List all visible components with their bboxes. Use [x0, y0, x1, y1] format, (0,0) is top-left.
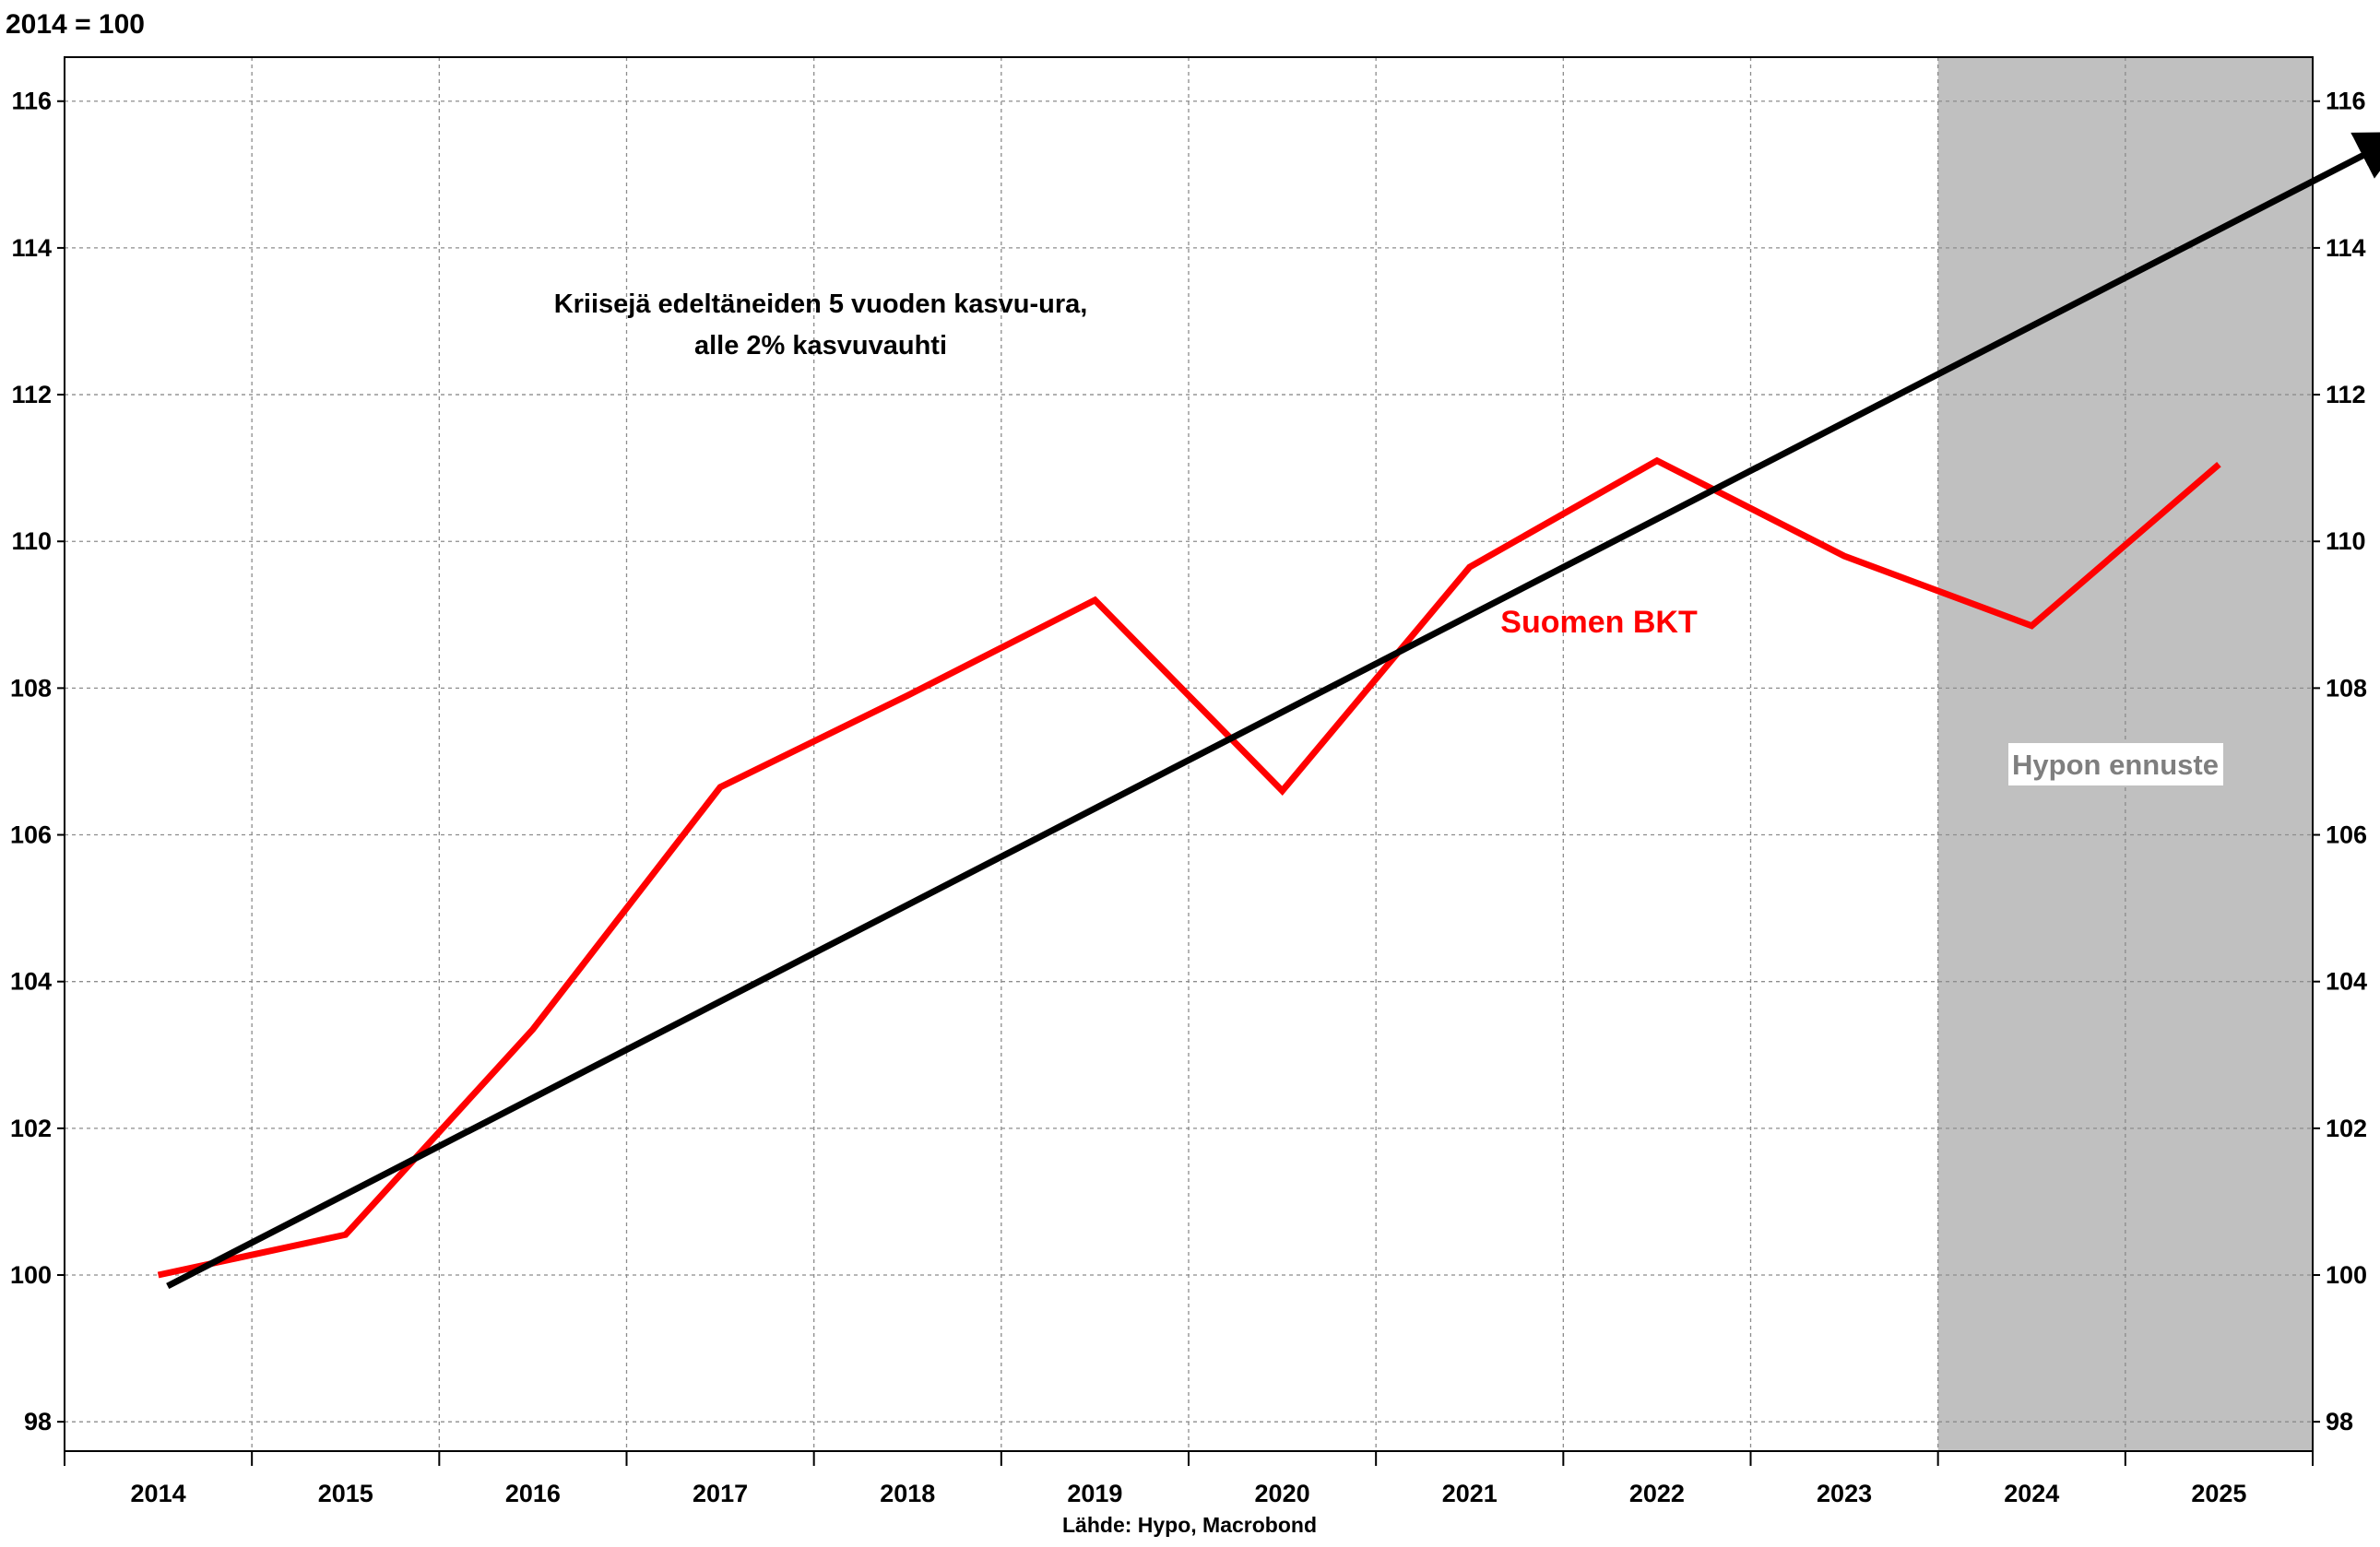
- y-tick-label-right: 114: [2326, 234, 2366, 262]
- y-tick-label-left: 104: [10, 968, 52, 996]
- x-tick-label: 2022: [1629, 1480, 1685, 1507]
- x-tick-label: 2023: [1817, 1480, 1872, 1507]
- x-tick-label: 2024: [2004, 1480, 2059, 1507]
- y-tick-label-left: 98: [24, 1408, 52, 1435]
- y-tick-label-left: 102: [10, 1115, 52, 1142]
- y-tick-label-right: 102: [2326, 1115, 2367, 1142]
- unit-label: 2014 = 100: [6, 9, 145, 40]
- y-tick-label-left: 100: [10, 1261, 52, 1289]
- y-tick-label-right: 104: [2326, 968, 2367, 996]
- trend-annotation-line-2: alle 2% kasvuvauhti: [694, 331, 947, 360]
- x-tick-label: 2021: [1442, 1480, 1498, 1507]
- series-label-suomen-bkt: Suomen BKT: [1500, 605, 1698, 640]
- trend-annotation-line-1: Kriisejä edeltäneiden 5 vuoden kasvu-ura…: [554, 289, 1088, 319]
- y-tick-label-right: 98: [2326, 1408, 2353, 1435]
- y-tick-label-right: 110: [2326, 527, 2366, 555]
- y-axis-left: 98 100 102 104 106 108 110 112 114 116: [10, 88, 65, 1435]
- y-tick-label-left: 112: [11, 381, 52, 408]
- y-tick-label-left: 116: [11, 88, 52, 115]
- trend-arrow: [166, 132, 2380, 1290]
- x-tick-label: 2017: [693, 1480, 748, 1507]
- source-note: Lähde: Hypo, Macrobond: [1062, 1513, 1317, 1537]
- x-tick-label: 2014: [131, 1480, 186, 1507]
- x-tick-label: 2020: [1255, 1480, 1310, 1507]
- x-axis: 2014 2015 2016 2017 2018 2019 2020 2021 2022 2023…: [64, 1451, 2314, 1507]
- y-tick-label-right: 100: [2326, 1261, 2367, 1289]
- y-tick-label-right: 116: [2326, 88, 2366, 115]
- y-tick-label-right: 106: [2326, 821, 2367, 849]
- series-layer: [157, 132, 2380, 1290]
- y-tick-label-left: 108: [10, 674, 52, 702]
- x-tick-label: 2018: [880, 1480, 935, 1507]
- y-tick-label-right: 108: [2326, 674, 2367, 702]
- y-axis-right: 98 100 102 104 106 108 110 112 114 116: [2313, 88, 2367, 1435]
- y-tick-label-left: 110: [11, 527, 52, 555]
- y-tick-label-left: 106: [10, 821, 52, 849]
- y-tick-label-right: 112: [2326, 381, 2366, 408]
- x-tick-label: 2016: [505, 1480, 561, 1507]
- forecast-label-box: [2008, 743, 2223, 785]
- y-tick-label-left: 114: [11, 234, 52, 262]
- series-line-suomen-bkt: [157, 456, 2221, 1279]
- x-tick-label: 2019: [1067, 1480, 1122, 1507]
- x-tick-label: 2015: [318, 1480, 373, 1507]
- forecast-label: Hypon ennuste: [2012, 749, 2219, 781]
- grid-lines: [65, 57, 2313, 1451]
- x-tick-label: 2025: [2191, 1480, 2246, 1507]
